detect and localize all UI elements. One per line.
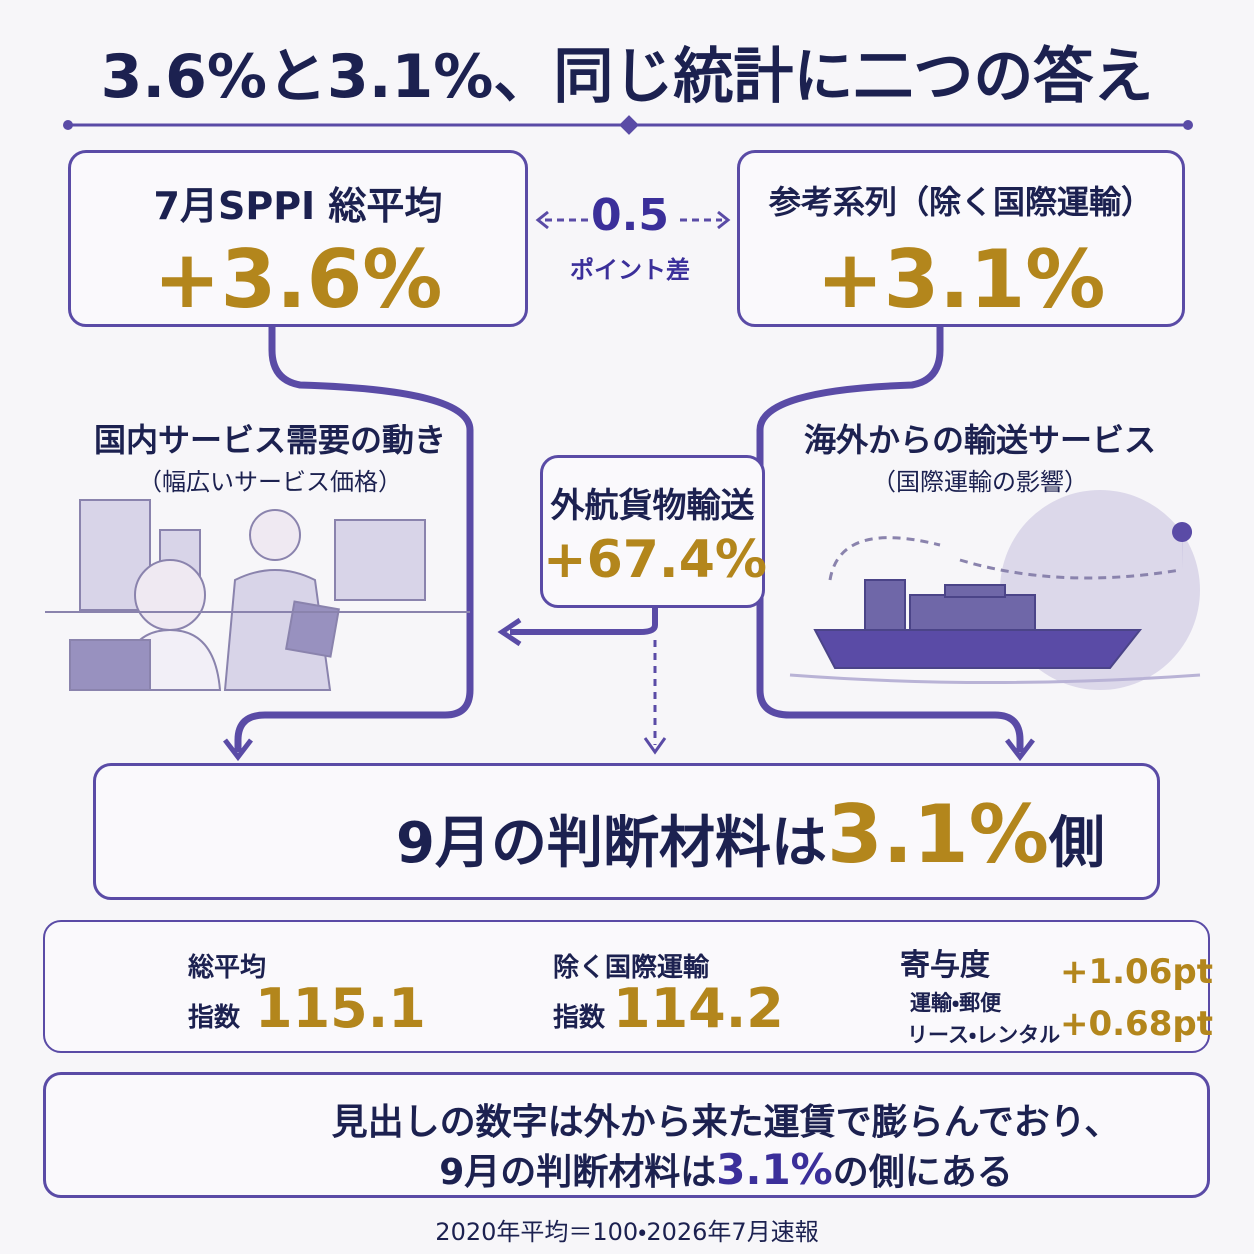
stat-item-value: +0.68pt	[1060, 1004, 1213, 1044]
title: 3.6%と3.1%、同じ統計に二つの答え	[100, 42, 1154, 112]
domestic-title: 国内サービス需要の動き	[93, 421, 446, 459]
highlight: 3.1%	[826, 788, 1049, 881]
stat-value: 115.1	[255, 977, 426, 1040]
card-left: 7月SPPI 総平均 +3.6%	[68, 150, 528, 327]
stat-item: 運輸・郵便	[910, 991, 1002, 1015]
card-right: 参考系列（除く国際運輸） +3.1%	[737, 150, 1185, 327]
summary-card: 見出しの数字は外から来た運賃で膨らんでおり、 9月の判断材料は3.1%の側にある	[43, 1072, 1210, 1198]
stat-item: リース・レンタル	[907, 1023, 1061, 1047]
overseas-title: 海外からの輸送サービス	[803, 421, 1156, 459]
highlight: 3.1%	[716, 1145, 833, 1194]
conclusion-card: 9月の判断材料は3.1%側	[93, 763, 1160, 900]
conclusion: 9月の判断材料は3.1%側	[396, 788, 1156, 881]
summary-line: 見出しの数字は外から来た運賃で膨らんでおり、	[331, 1102, 1121, 1143]
text: 9月の判断材料は	[396, 811, 827, 876]
stats-row: 総平均 指数 115.1 除く国際運輸 指数 114.2 寄与度 運輸・郵便 +…	[43, 920, 1213, 1053]
stat-sub: 指数	[553, 1003, 606, 1033]
overseas-note: （国際運輸の影響）	[872, 468, 1088, 496]
card-value: +3.1%	[816, 233, 1106, 326]
text: 側	[1048, 811, 1105, 876]
card-value: +3.6%	[153, 233, 443, 326]
domestic-note: （幅広いサービス価格）	[138, 468, 402, 496]
stat-value: 114.2	[613, 977, 784, 1040]
freight-card: 外航貨物輸送 +67.4%	[540, 455, 767, 608]
summary-line: 9月の判断材料は3.1%の側にある	[246, 1143, 1206, 1195]
gap-value: 0.5	[591, 190, 669, 241]
text: 9月の判断材料は	[439, 1152, 717, 1193]
card-label: 参考系列（除く国際運輸）	[768, 183, 1153, 221]
footnote: 2020年平均＝100・2026年7月速報	[435, 1218, 819, 1246]
freight-label: 外航貨物輸送	[550, 486, 755, 526]
stat-item-value: +1.06pt	[1060, 952, 1213, 992]
text: の側にある	[832, 1152, 1013, 1193]
freight-value: +67.4%	[543, 530, 767, 590]
stat-label: 除く国際運輸	[553, 953, 710, 983]
gap-label: ポイント差	[570, 256, 690, 284]
card-label: 7月SPPI 総平均	[153, 184, 443, 228]
stat-sub: 指数	[188, 1003, 241, 1033]
stat-label: 寄与度	[900, 948, 990, 983]
stat-label: 総平均	[188, 953, 267, 983]
